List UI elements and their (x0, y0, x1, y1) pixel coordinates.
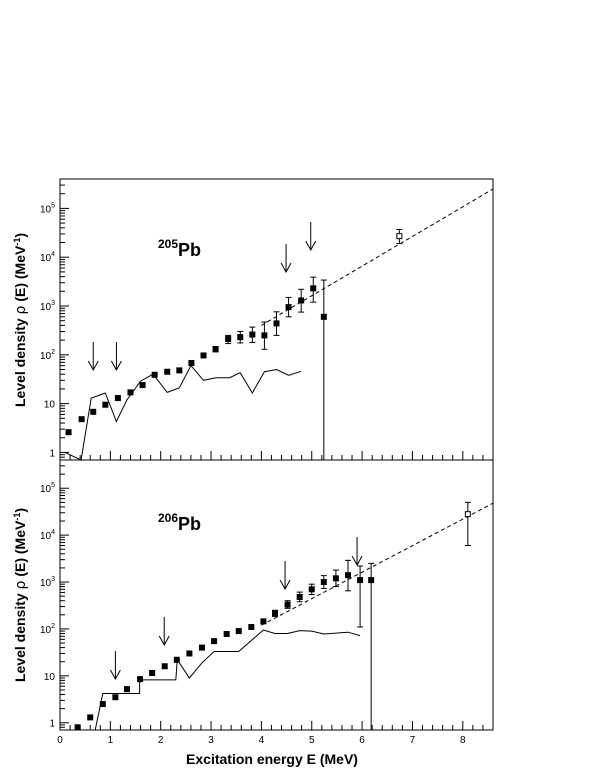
y-tick-label: 1 (49, 448, 55, 459)
y-tick-label: 103 (40, 300, 55, 313)
data-point (78, 416, 85, 423)
panel-top: 1 10 102 103 104 105 Level density ρ (E) (MeV… (12, 178, 494, 461)
y-tick-label: 10 (44, 400, 56, 411)
arrow-head (280, 262, 292, 274)
y-tick-label: 102 (40, 623, 55, 636)
data-point (271, 610, 278, 617)
data-point (211, 638, 218, 645)
x-tick-label: 1 (108, 735, 114, 746)
data-point-open (396, 233, 403, 240)
data-point (161, 663, 168, 670)
y-tick-label: 103 (40, 576, 55, 589)
data-point (249, 331, 256, 338)
x-tick-label: 7 (410, 735, 416, 746)
data-point (357, 577, 364, 584)
data-point (308, 586, 315, 593)
arrow-head (279, 579, 291, 591)
x-axis-label: Excitation energy E (MeV) (186, 751, 358, 767)
arrow-head (351, 555, 363, 567)
x-tick-label: 2 (158, 735, 164, 746)
data-point (74, 724, 81, 731)
data-point (285, 304, 292, 311)
data-point (200, 352, 207, 359)
x-tick-label: 5 (309, 735, 315, 746)
data-point (320, 579, 327, 586)
data-point (149, 669, 156, 676)
y-tick-label: 104 (40, 529, 55, 542)
data-point (112, 694, 119, 701)
data-point (284, 601, 291, 608)
y-tick-label: 102 (40, 349, 55, 362)
x-tick-label: 6 (359, 735, 365, 746)
data-point (102, 401, 109, 408)
arrow-head (109, 669, 121, 681)
data-point (188, 359, 195, 366)
x-tick-label: 8 (460, 735, 466, 746)
x-tick-label: 3 (208, 735, 214, 746)
nucleus-label: 205Pb (158, 237, 201, 260)
data-point (248, 623, 255, 630)
arrow-head (305, 240, 317, 252)
data-point (260, 618, 267, 625)
theory-line (94, 629, 361, 731)
data-point (90, 408, 97, 415)
y-tick-label: 10 (44, 672, 56, 683)
data-point-open (464, 511, 471, 518)
y-tick-label: 105 (40, 482, 55, 495)
arrow-head (87, 360, 99, 372)
data-point (87, 714, 94, 721)
y-axis-label: Level density ρ (E) (MeV-1) (12, 233, 29, 407)
data-point (298, 297, 305, 304)
fit-line-dashed (261, 188, 494, 326)
data-point (225, 336, 232, 343)
theory-line (64, 364, 302, 461)
x-tick-label: 0 (57, 735, 63, 746)
data-point (123, 686, 130, 693)
arrow-head (110, 360, 122, 372)
plot-frame (59, 459, 494, 731)
arrow-head (158, 635, 170, 647)
data-point (296, 593, 303, 600)
data-point (261, 332, 268, 339)
data-point (198, 644, 205, 651)
data-point (176, 367, 183, 374)
fit-line-dashed (261, 502, 494, 626)
data-point (273, 320, 280, 327)
data-point (65, 429, 72, 436)
data-point (99, 701, 106, 708)
nucleus-label: 206Pb (158, 511, 201, 534)
data-point (332, 575, 339, 582)
data-point (320, 313, 327, 320)
y-tick-label: 104 (40, 251, 55, 264)
data-point (151, 371, 158, 378)
data-point (212, 346, 219, 353)
data-point (137, 676, 144, 683)
data-point (173, 656, 180, 663)
data-point (310, 285, 317, 292)
y-axis-label: Level density ρ (E) (MeV-1) (12, 508, 29, 682)
x-tick-label: 4 (259, 735, 265, 746)
data-point (235, 628, 242, 635)
data-point (223, 630, 230, 637)
data-point (237, 334, 244, 341)
data-point (344, 572, 351, 579)
data-point (368, 577, 375, 584)
data-point (164, 368, 171, 375)
y-tick-label: 1 (49, 719, 55, 730)
y-tick-label: 105 (40, 202, 55, 215)
data-point (186, 650, 193, 657)
data-point (127, 389, 134, 396)
data-point (114, 395, 121, 402)
data-point (139, 382, 146, 389)
